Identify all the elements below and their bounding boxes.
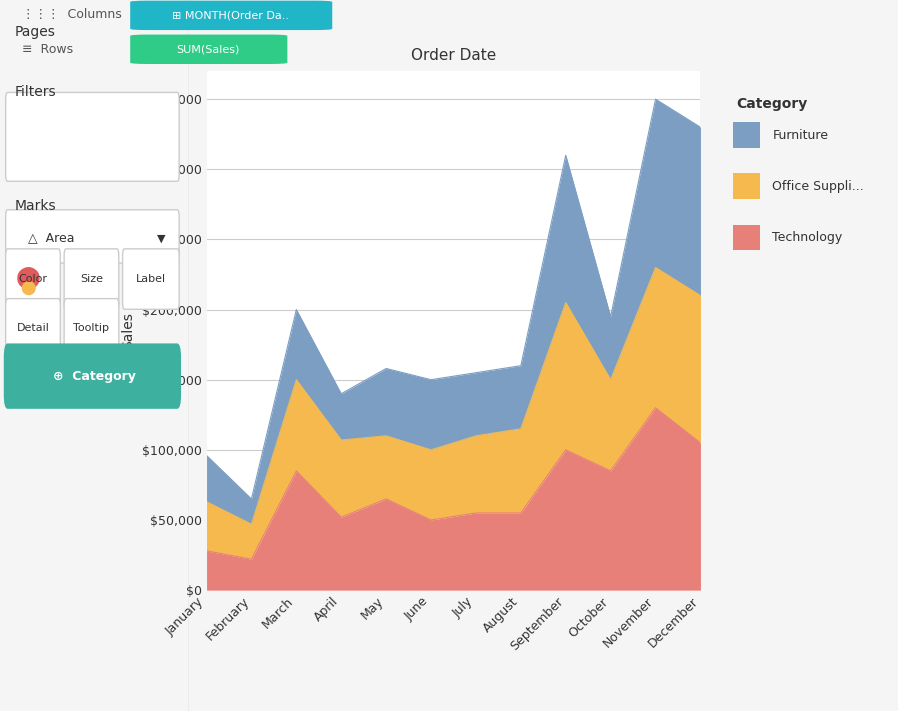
Text: ⬤: ⬤ (16, 266, 40, 289)
FancyBboxPatch shape (733, 225, 760, 250)
Text: Office Suppli...: Office Suppli... (772, 180, 864, 193)
Text: Detail: Detail (16, 324, 49, 333)
Text: Pages: Pages (15, 25, 56, 39)
Text: Color: Color (19, 274, 48, 284)
Text: Technology: Technology (772, 231, 842, 244)
FancyBboxPatch shape (4, 343, 181, 409)
Text: ⊞ MONTH(Order Da..: ⊞ MONTH(Order Da.. (172, 11, 289, 21)
Text: Label: Label (136, 274, 166, 284)
FancyBboxPatch shape (122, 249, 180, 309)
FancyBboxPatch shape (733, 173, 760, 199)
FancyBboxPatch shape (5, 249, 60, 309)
FancyBboxPatch shape (5, 299, 60, 359)
Text: Filters: Filters (15, 85, 57, 100)
Text: Size: Size (80, 274, 103, 284)
FancyBboxPatch shape (130, 1, 332, 30)
Text: Category: Category (736, 97, 807, 111)
Text: ⋮⋮⋮  Columns: ⋮⋮⋮ Columns (22, 8, 122, 21)
FancyBboxPatch shape (5, 92, 180, 181)
Text: Marks: Marks (15, 199, 57, 213)
Text: Furniture: Furniture (772, 129, 828, 141)
Text: ⊕  Category: ⊕ Category (53, 370, 136, 383)
Text: △  Area: △ Area (28, 232, 75, 245)
Text: SUM(Sales): SUM(Sales) (177, 45, 240, 55)
FancyBboxPatch shape (64, 249, 119, 309)
FancyBboxPatch shape (130, 35, 287, 64)
Text: ⬤: ⬤ (21, 281, 36, 295)
FancyBboxPatch shape (5, 210, 180, 263)
Text: Tooltip: Tooltip (74, 324, 110, 333)
Title: Order Date: Order Date (411, 48, 496, 63)
Text: ▼: ▼ (157, 233, 166, 243)
Y-axis label: Sales: Sales (121, 312, 135, 349)
FancyBboxPatch shape (64, 299, 119, 359)
FancyBboxPatch shape (733, 122, 760, 148)
Text: ≡  Rows: ≡ Rows (22, 43, 74, 56)
